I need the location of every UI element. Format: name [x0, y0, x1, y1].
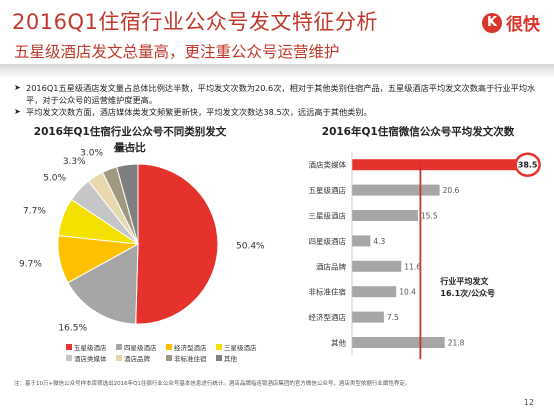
pie-slice: [67, 243, 139, 325]
bar-value-label: 10.4: [399, 288, 416, 297]
bar-value-label: 11.6: [404, 262, 421, 271]
bar-category-label: 酒店类媒体: [309, 160, 347, 170]
pie-data-label: 50.4%: [236, 241, 265, 251]
legend-swatch: [66, 344, 72, 350]
pie-data-label: 3.3%: [63, 157, 86, 167]
legend-swatch: [66, 355, 72, 361]
bar: [352, 286, 397, 298]
legend-swatch: [216, 355, 222, 361]
bar-value-label: 38.5: [518, 161, 538, 170]
bar-category-label: 五星级酒店: [309, 185, 347, 195]
bar-value-label: 15.5: [421, 212, 438, 221]
average-label: 行业平均发文 16.1次/公众号: [439, 276, 495, 298]
legend-swatch: [166, 355, 172, 361]
bar: [352, 184, 440, 196]
legend-label: 四星级酒店: [124, 343, 157, 352]
legend-swatch: [216, 344, 222, 350]
pie-slice: [135, 163, 219, 325]
legend-label: 经济型酒店: [174, 343, 207, 352]
pie-data-label: 3.0%: [80, 148, 103, 158]
pie-data-label: 16.5%: [58, 324, 87, 334]
page-number: 12: [523, 398, 534, 407]
average-label-line: 16.1次/公众号: [440, 288, 495, 298]
bar-category-label: 其他: [331, 338, 346, 348]
highlight-badge: [514, 152, 541, 177]
pie-data-label: 9.7%: [19, 259, 42, 269]
bar: [352, 311, 384, 323]
bar-value-label: 20.6: [443, 186, 460, 195]
bar: [352, 260, 402, 272]
bar: [352, 210, 418, 221]
pie-data-label: 4.3%: [113, 144, 136, 153]
legend-swatch: [116, 355, 122, 361]
pie-chart: 50.4% 16.5% 9.7% 7.7% 5.0% 3.3%3.0% 4.3% 五星级酒店 四…: [19, 144, 265, 363]
bar: [352, 337, 445, 348]
bar-category-label: 酒店品牌: [316, 261, 346, 271]
legend-label: 非标准住宿: [174, 354, 207, 363]
bullet-item: 平均发文次数方面，酒店媒体类发文频繁更新快，平均发文次数达38.5次，远远高于其…: [14, 106, 544, 118]
logo-mark: K: [482, 12, 502, 33]
page-title: 2016Q1住宿行业公众号发文特征分析: [12, 10, 378, 34]
legend-label: 三星级酒店: [224, 343, 257, 352]
header-divider: [0, 64, 554, 78]
bar-value-label: 21.8: [448, 339, 465, 348]
pie-data-label: 5.0%: [43, 173, 66, 183]
footnote: 注：基于10万+微信公众号样本库筛选出2016年Q1住宿行业公众号基本信息进行统…: [14, 381, 411, 387]
pie-data-label: 7.7%: [23, 207, 46, 217]
bullet-list: 2016Q1五星级酒店发文量占总体比例达半数，平均发文次数为20.6次，相对于其…: [14, 82, 544, 118]
legend-label: 五星级酒店: [74, 343, 107, 352]
legend-swatch: [166, 344, 172, 350]
legend-label: 酒店类媒体: [74, 354, 107, 363]
bar: [352, 159, 516, 171]
bar-value-label: 4.3: [373, 237, 385, 246]
logo: K 很快: [482, 10, 540, 35]
bar-category-label: 非标准住宿: [309, 287, 347, 297]
legend-label: 其他: [224, 354, 238, 363]
legend-swatch: [116, 344, 122, 350]
logo-text: 很快: [506, 15, 540, 35]
page-subtitle: 五星级酒店发文总量高，更注重公众号运营维护: [14, 43, 340, 61]
bar-chart: 酒店类媒体 38.5 五星级酒店 20.6 三星级酒店 15.5 四星级酒店 4.3 酒店品牌 1…: [309, 152, 541, 360]
bar-chart-title: 2016年Q1住宿微信公众号平均发文次数: [321, 126, 515, 138]
bar: [352, 235, 371, 247]
bar-category-label: 经济型酒店: [309, 312, 347, 322]
bullet-item: 2016Q1五星级酒店发文量占总体比例达半数，平均发文次数为20.6次，相对于其…: [14, 82, 544, 106]
pie-chart-title: 2016年Q1住宿行业公众号不同类别发文量占比: [33, 126, 227, 154]
bar-value-label: 7.5: [387, 313, 399, 322]
average-label-line: 行业平均发文: [439, 276, 489, 286]
bar-category-label: 三星级酒店: [309, 211, 347, 221]
legend-label: 酒店品牌: [124, 354, 151, 363]
bar-category-label: 四星级酒店: [309, 236, 347, 246]
pie-slice: [116, 163, 139, 245]
